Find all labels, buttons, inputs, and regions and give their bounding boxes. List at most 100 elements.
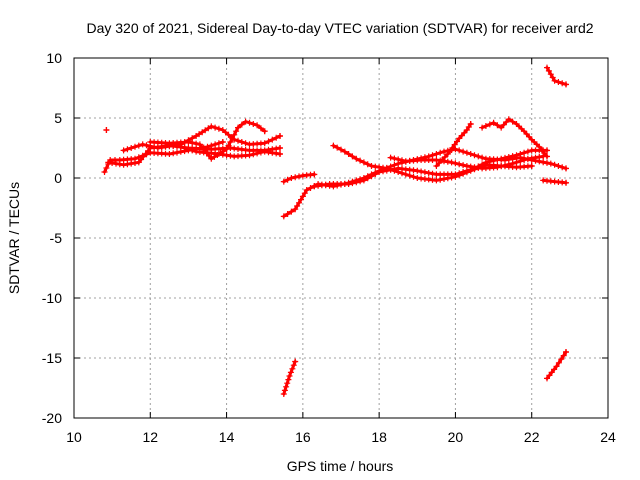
data-point-marker [451, 141, 458, 148]
data-point-marker [292, 206, 299, 213]
data-point-marker [387, 166, 394, 173]
data-point-marker [490, 119, 497, 126]
data-point-marker [229, 135, 236, 142]
data-point-marker [563, 349, 569, 355]
data-point-marker [364, 175, 371, 182]
data-point-marker [289, 365, 296, 372]
data-point-marker [444, 175, 451, 182]
data-point-marker [124, 146, 131, 153]
data-point-marker [103, 165, 110, 171]
data-point-marker [486, 121, 493, 128]
data-point-marker [174, 142, 180, 149]
data-point-marker [353, 155, 360, 162]
data-point-marker [517, 158, 524, 165]
data-point-marker [441, 176, 447, 182]
data-point-marker [220, 148, 227, 155]
x-tick-label: 24 [600, 429, 616, 445]
data-point-marker [447, 147, 454, 154]
data-point-marker [257, 149, 264, 156]
chart-title: Day 320 of 2021, Sidereal Day-to-day VTE… [86, 20, 593, 36]
data-point-marker [467, 121, 474, 127]
data-point-marker [166, 151, 173, 157]
x-tick-label: 20 [448, 429, 464, 445]
data-point-marker [433, 151, 440, 157]
data-point-marker [544, 64, 550, 71]
y-tick-label: 5 [54, 110, 62, 126]
x-tick-label: 16 [295, 429, 311, 445]
x-tick-label: 10 [66, 429, 82, 445]
data-point-marker [294, 203, 301, 209]
y-tick-label: -20 [42, 410, 62, 426]
data-point-marker [425, 170, 432, 176]
data-point-marker [280, 391, 287, 397]
data-point-marker [261, 140, 268, 147]
data-point-marker [298, 196, 304, 203]
data-point-marker [452, 173, 459, 180]
series-arc-13 [479, 116, 550, 160]
data-point-marker [399, 157, 405, 164]
data-point-marker [238, 121, 245, 128]
y-tick-label: -10 [42, 290, 62, 306]
data-point-marker [277, 151, 283, 157]
y-tick-label: 10 [46, 50, 62, 66]
data-point-marker [250, 121, 257, 127]
data-point-marker [541, 150, 548, 157]
data-point-marker [235, 124, 241, 131]
data-point-marker [395, 156, 402, 163]
data-point-marker [238, 139, 245, 145]
data-point-marker [303, 187, 310, 193]
x-axis-label: GPS time / hours [287, 458, 394, 474]
data-point-marker [338, 146, 344, 153]
data-point-marker [277, 145, 283, 151]
data-point-marker [505, 154, 512, 160]
data-point-marker [334, 144, 341, 151]
data-point-marker [441, 154, 448, 160]
data-point-marker [242, 118, 249, 125]
data-point-marker [549, 74, 556, 81]
data-point-marker [368, 173, 375, 180]
data-point-marker [429, 170, 436, 177]
x-tick-label: 14 [219, 429, 235, 445]
data-point-marker [460, 148, 467, 155]
data-point-marker [494, 122, 501, 129]
y-tick-label: -15 [42, 350, 62, 366]
data-point-marker [208, 155, 215, 162]
data-point-marker [391, 155, 398, 162]
data-point-marker [170, 150, 177, 157]
series-arc-09 [311, 147, 550, 190]
x-tick-label: 18 [371, 429, 387, 445]
data-point-marker [185, 146, 192, 153]
data-point-marker [479, 124, 486, 131]
data-point-marker [502, 162, 508, 169]
data-point-marker [551, 77, 558, 84]
data-point-marker [283, 383, 290, 390]
axis-ticks: 10 12 14 16 18 20 22 24 10 5 0 -5 -10 -15 -20 [42, 50, 616, 445]
series-arc-16 [280, 358, 299, 397]
data-point-marker [174, 149, 180, 156]
data-point-marker [296, 199, 302, 206]
data-point-marker [402, 171, 409, 178]
series-arc-11 [387, 153, 547, 172]
data-point-marker [395, 169, 402, 175]
series-arc-15 [544, 64, 569, 88]
data-point-marker [463, 169, 470, 176]
data-point-marker [135, 142, 142, 149]
data-point-marker [231, 131, 238, 138]
data-point-marker [273, 134, 280, 141]
data-point-marker [509, 160, 516, 167]
series-arc-14 [540, 177, 569, 186]
data-point-marker [277, 133, 283, 139]
data-point-marker [101, 169, 108, 175]
data-point-marker [540, 159, 547, 166]
data-point-marker [383, 165, 390, 172]
y-tick-label: -5 [50, 230, 63, 246]
data-point-marker [364, 161, 371, 168]
data-point-marker [547, 71, 554, 78]
data-point-marker [233, 128, 240, 135]
data-point-marker [433, 163, 440, 169]
y-axis-label: SDTVAR / TECUs [6, 182, 22, 294]
data-point-marker [170, 141, 177, 148]
data-point-marker [357, 178, 364, 185]
data-point-marker [307, 185, 314, 191]
data-point-marker [555, 163, 562, 169]
